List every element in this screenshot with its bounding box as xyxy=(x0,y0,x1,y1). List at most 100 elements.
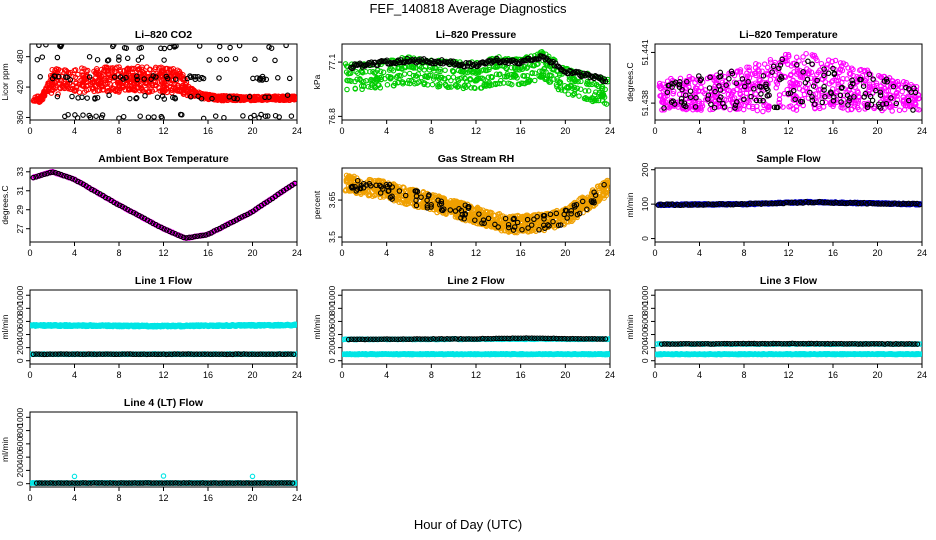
data-point xyxy=(166,228,173,235)
data-point xyxy=(494,64,501,70)
data-point xyxy=(402,64,409,71)
data-point xyxy=(811,199,817,206)
data-point xyxy=(174,87,180,94)
data-point xyxy=(785,90,792,97)
data-point xyxy=(866,86,872,93)
data-point xyxy=(194,233,201,239)
data-point xyxy=(402,192,409,199)
data-point xyxy=(792,96,798,103)
data-point xyxy=(834,88,840,95)
data-point xyxy=(706,85,713,91)
data-point xyxy=(532,77,538,84)
data-point xyxy=(158,45,164,52)
data-point xyxy=(696,100,702,107)
data-point xyxy=(808,75,814,81)
data-point xyxy=(711,201,717,208)
data-point xyxy=(841,200,848,207)
data-point xyxy=(905,86,912,92)
y-tick-label: 420 xyxy=(15,80,25,94)
data-point xyxy=(880,95,886,102)
data-point xyxy=(106,76,112,83)
data-point xyxy=(152,82,158,88)
data-point xyxy=(903,201,909,207)
data-point xyxy=(363,78,369,84)
data-point xyxy=(557,222,564,228)
data-point xyxy=(830,65,836,72)
data-point xyxy=(774,81,781,87)
data-point xyxy=(547,72,553,78)
data-point xyxy=(886,75,893,81)
data-point xyxy=(469,70,476,76)
data-point xyxy=(150,73,156,79)
data-point xyxy=(159,115,165,120)
data-point xyxy=(508,71,515,78)
data-point xyxy=(766,200,773,206)
y-axis-label: degrees.C xyxy=(625,62,635,101)
data-point xyxy=(850,200,856,206)
data-point xyxy=(158,224,165,231)
y-tick-label: 100 xyxy=(640,197,650,211)
data-point xyxy=(829,78,836,84)
data-point xyxy=(412,188,418,194)
data-point xyxy=(720,100,726,107)
x-tick-label: 8 xyxy=(741,126,746,136)
data-point xyxy=(739,201,745,207)
data-point xyxy=(882,95,889,101)
data-point xyxy=(486,81,492,87)
data-point xyxy=(112,81,118,88)
data-point xyxy=(727,106,733,113)
data-point xyxy=(36,173,42,179)
data-point xyxy=(847,199,853,206)
data-point xyxy=(150,220,156,227)
x-tick-label: 8 xyxy=(116,248,121,258)
data-point xyxy=(462,212,468,218)
data-point xyxy=(534,61,540,68)
data-point xyxy=(739,76,746,82)
data-point xyxy=(251,112,257,119)
data-point xyxy=(360,185,367,191)
data-point xyxy=(828,200,834,206)
data-point xyxy=(372,69,379,75)
data-point xyxy=(278,189,284,196)
x-tick-label: 24 xyxy=(292,126,302,136)
data-point xyxy=(127,95,133,102)
data-point xyxy=(536,227,542,233)
data-point xyxy=(265,113,271,119)
data-point xyxy=(525,225,531,231)
data-point xyxy=(776,96,783,103)
x-tick-label: 12 xyxy=(158,370,168,380)
data-point xyxy=(377,68,384,75)
points-group xyxy=(342,172,610,236)
data-point xyxy=(481,83,487,89)
data-point xyxy=(367,68,373,75)
data-point xyxy=(860,83,867,89)
data-point xyxy=(457,75,463,82)
data-point xyxy=(136,45,143,51)
data-point xyxy=(585,80,591,86)
data-point xyxy=(413,193,420,199)
data-point xyxy=(275,93,282,99)
data-point xyxy=(791,199,798,206)
data-point xyxy=(692,85,699,91)
data-point xyxy=(678,96,685,102)
data-point xyxy=(834,74,841,81)
data-point xyxy=(753,61,759,67)
data-point xyxy=(252,56,258,63)
data-point xyxy=(94,88,101,94)
data-point xyxy=(770,63,777,70)
data-point xyxy=(568,75,574,82)
x-tick-label: 20 xyxy=(872,126,882,136)
data-point xyxy=(494,80,501,87)
x-tick-label: 8 xyxy=(116,370,121,380)
data-point xyxy=(695,87,702,94)
data-point xyxy=(682,92,689,98)
y-tick-label: 800 xyxy=(15,301,25,315)
data-point xyxy=(148,73,154,79)
figure-title: FEF_140818 Average Diagnostics xyxy=(369,1,567,16)
y-tick-label: 400 xyxy=(15,327,25,341)
data-point xyxy=(147,79,153,85)
data-point xyxy=(33,174,39,180)
data-point xyxy=(737,67,744,73)
data-point xyxy=(63,74,69,80)
